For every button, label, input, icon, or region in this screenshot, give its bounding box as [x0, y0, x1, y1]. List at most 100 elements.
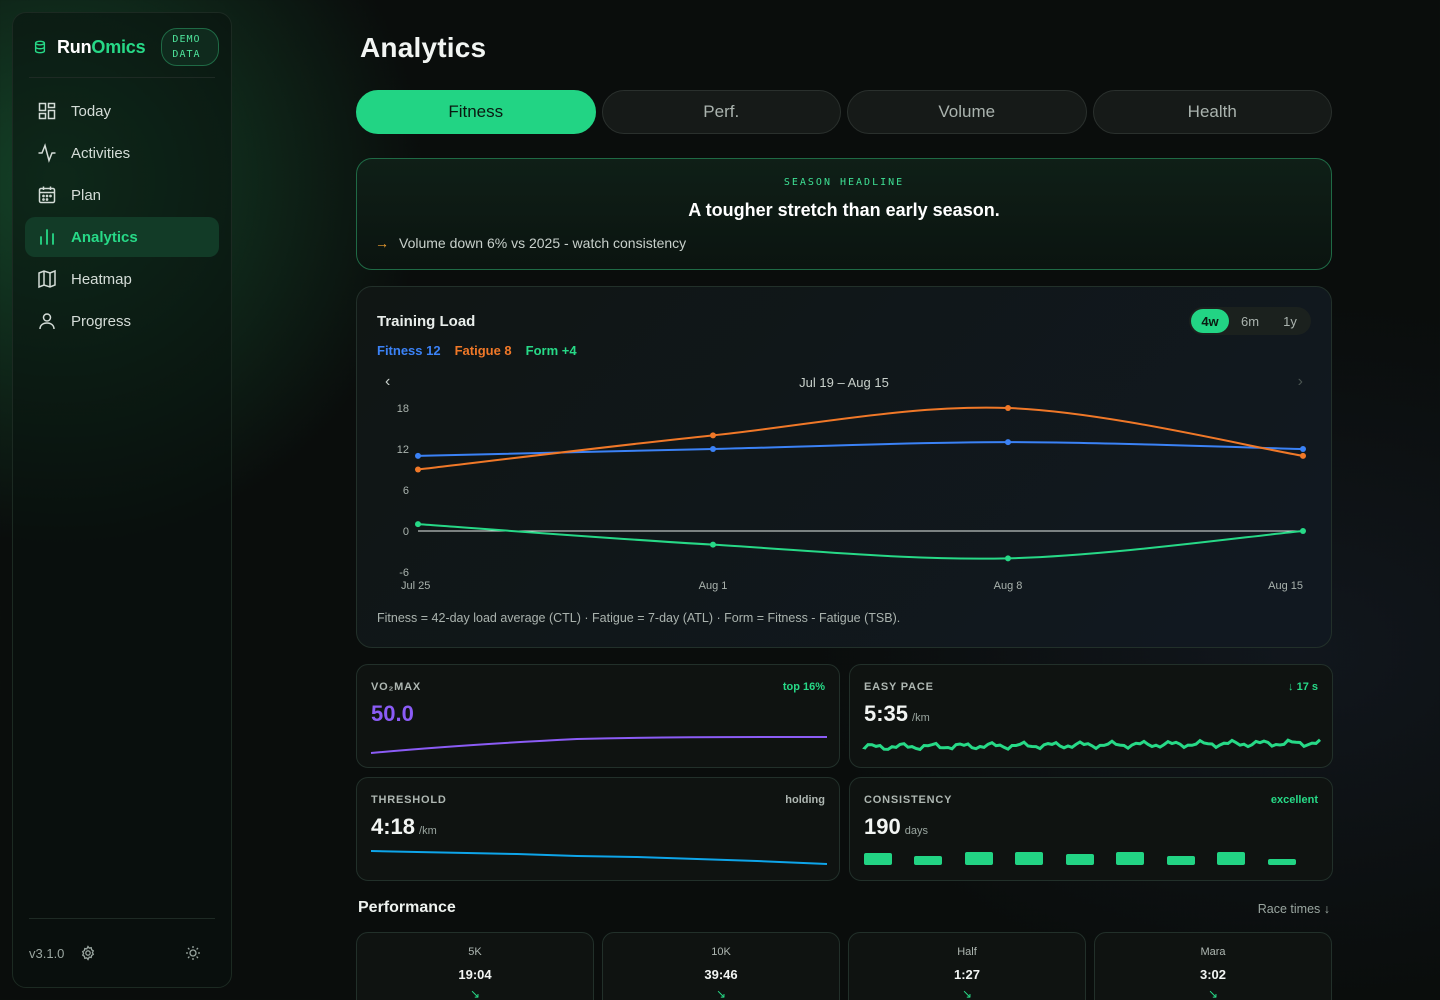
- data-point-fitness: [415, 452, 421, 459]
- race-time: 39:46: [704, 967, 738, 982]
- threshold-label: THRESHOLD: [371, 794, 447, 806]
- y-tick-label: 12: [397, 444, 409, 456]
- headline-eyebrow: SEASON HEADLINE: [783, 177, 905, 188]
- vo2max-value: 50.0: [371, 701, 414, 726]
- consistency-bar: [1066, 854, 1094, 865]
- tab-health[interactable]: Health: [1092, 90, 1332, 134]
- sidebar-item-analytics[interactable]: Analytics: [25, 217, 219, 257]
- tab-volume[interactable]: Volume: [847, 90, 1087, 134]
- threshold-card[interactable]: THRESHOLD holding 4:18/km: [356, 777, 840, 881]
- sidebar-item-label: Progress: [71, 312, 132, 330]
- data-point-fitness: [1300, 446, 1306, 452]
- consistency-bar: [1167, 856, 1195, 865]
- gear-icon[interactable]: [80, 945, 96, 961]
- sidebar-item-activities[interactable]: Activities: [25, 133, 219, 173]
- divider: [29, 918, 215, 919]
- sidebar: RunOmics DEMO DATA Today Activities Plan…: [12, 12, 232, 988]
- vo2max-sparkline: [370, 736, 828, 754]
- race-time: 1:27: [953, 967, 981, 982]
- race-time: 19:04: [458, 967, 492, 982]
- brand[interactable]: RunOmics DEMO DATA: [33, 27, 220, 67]
- map-icon: [38, 269, 56, 289]
- threshold-tag: holding: [785, 794, 825, 806]
- consistency-bar: [1015, 852, 1043, 865]
- bar-chart-icon: [40, 229, 54, 245]
- consistency-bar: [1116, 852, 1144, 865]
- tab-fitness[interactable]: Fitness: [356, 90, 596, 134]
- easy-pace-card[interactable]: EASY PACE ↓ 17 s 5:35/km: [849, 664, 1333, 768]
- sidebar-item-label: Plan: [71, 186, 102, 204]
- x-tick-label: Aug 15: [1268, 580, 1303, 592]
- threshold-trend-line: [370, 850, 828, 865]
- consistency-bar: [914, 856, 942, 865]
- y-tick-label: 6: [403, 485, 409, 497]
- range-4w[interactable]: 4w: [1191, 309, 1229, 333]
- sun-icon[interactable]: [185, 945, 201, 961]
- training-load-card: Training Load 4w 6m 1y Fitness 12 Fatigu…: [356, 286, 1332, 648]
- trend-down-icon: ↘: [961, 987, 973, 1000]
- x-tick-label: Aug 8: [994, 580, 1023, 592]
- page-title: Analytics: [360, 32, 487, 63]
- range-1y[interactable]: 1y: [1283, 313, 1297, 329]
- training-load-title: Training Load: [377, 313, 476, 330]
- consistency-bar: [1268, 859, 1296, 865]
- consistency-label: CONSISTENCY: [864, 794, 953, 806]
- calendar-icon: [38, 186, 56, 204]
- legend-fitness: Fitness 12: [377, 343, 441, 358]
- sidebar-item-label: Today: [71, 102, 112, 120]
- series-line-fitness: [417, 441, 1304, 457]
- data-point-fitness: [1005, 439, 1011, 446]
- chevron-right-icon[interactable]: ›: [1297, 373, 1303, 390]
- sidebar-item-label: Activities: [71, 144, 131, 162]
- chart-legend: Fitness 12 Fatigue 8 Form +4: [377, 343, 577, 358]
- consistency-bar: [864, 853, 892, 865]
- range-6m[interactable]: 6m: [1240, 313, 1260, 329]
- activity-icon: [38, 143, 56, 163]
- trend-down-icon: ↘: [1207, 987, 1219, 1000]
- chevron-left-icon[interactable]: ‹: [385, 373, 391, 390]
- data-point-form: [710, 541, 716, 548]
- sidebar-item-today[interactable]: Today: [25, 91, 219, 131]
- period-label: Jul 19 – Aug 15: [799, 375, 889, 390]
- race-card-marathon[interactable]: Mara 3:02 ↘: [1094, 932, 1332, 1000]
- consistency-value: 190 days: [864, 814, 928, 839]
- consistency-tag: excellent: [1270, 794, 1318, 806]
- tab-perf[interactable]: Perf.: [601, 90, 841, 134]
- sidebar-item-plan[interactable]: Plan: [25, 175, 219, 215]
- race-distance: 5K: [468, 946, 482, 958]
- data-point-fitness: [710, 446, 716, 452]
- data-point-fatigue: [415, 466, 421, 473]
- version-label: v3.1.0: [29, 945, 65, 961]
- vo2max-tag: top 16%: [782, 681, 825, 693]
- vo2max-card[interactable]: VO₂MAX top 16% 50.0: [356, 664, 840, 768]
- consistency-bar: [1217, 852, 1245, 865]
- consistency-bars: [864, 852, 1296, 865]
- race-times-link[interactable]: Race times ↓: [1257, 902, 1330, 916]
- sidebar-item-progress[interactable]: Progress: [25, 301, 219, 341]
- easy-pace-tag: ↓ 17 s: [1288, 681, 1318, 693]
- data-point-fatigue: [1300, 452, 1306, 459]
- sidebar-item-label: Heatmap: [71, 270, 132, 288]
- easy-pace-trend-line: [862, 738, 1322, 752]
- consistency-card[interactable]: CONSISTENCY excellent 190 days: [849, 777, 1333, 881]
- arrow-right-icon: →: [375, 235, 389, 251]
- race-card-10k[interactable]: 10K 39:46 ↘: [602, 932, 840, 1000]
- data-point-form: [415, 521, 421, 528]
- y-tick-label: 0: [403, 526, 409, 538]
- trend-down-icon: ↘: [469, 987, 481, 1000]
- chart-footnote: Fitness = 42-day load average (CTL) · Fa…: [377, 611, 901, 625]
- series-line-form: [417, 523, 1304, 560]
- consistency-bar: [965, 852, 993, 865]
- race-card-5k[interactable]: 5K 19:04 ↘: [356, 932, 594, 1000]
- race-card-half[interactable]: Half 1:27 ↘: [848, 932, 1086, 1000]
- threshold-sparkline: [370, 850, 828, 865]
- sidebar-item-heatmap[interactable]: Heatmap: [25, 259, 219, 299]
- y-tick-label: 18: [397, 403, 409, 415]
- divider: [29, 77, 215, 78]
- vo2max-trend-line: [370, 736, 828, 754]
- x-tick-label: Jul 25: [401, 580, 430, 592]
- performance-title: Performance: [358, 899, 456, 916]
- brand-name: RunOmics: [57, 36, 146, 57]
- data-point-fatigue: [1005, 405, 1011, 411]
- race-distance: 10K: [711, 946, 731, 958]
